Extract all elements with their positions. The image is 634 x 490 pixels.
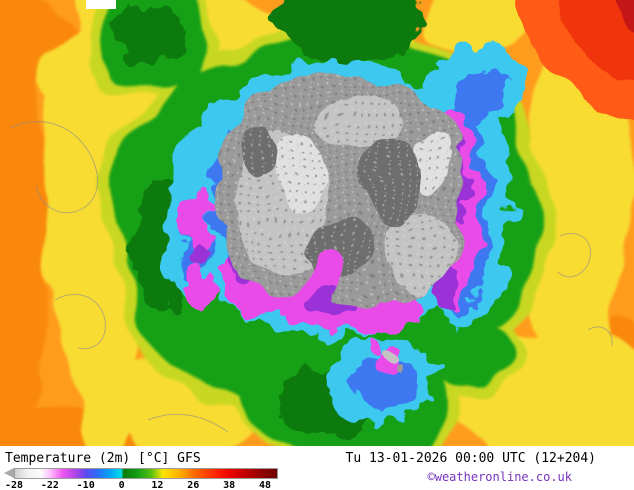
legend-label: 38 xyxy=(223,480,236,490)
legend-label: 0 xyxy=(118,480,125,490)
legend-label: -10 xyxy=(76,480,95,490)
temp-band-hot-red xyxy=(515,0,634,123)
map-title: Temperature (2m) [°C] GFS xyxy=(5,451,201,466)
valid-time: Tu 13-01-2026 00:00 UTC (12+204) xyxy=(345,451,596,466)
legend-label: -28 xyxy=(4,480,24,490)
white-patch xyxy=(86,0,116,9)
temperature-legend: -28 -22 -10 0 12 26 38 48 xyxy=(4,468,280,490)
temperature-map xyxy=(0,0,634,446)
legend-arrow-icon xyxy=(4,468,14,478)
footer-bar: Temperature (2m) [°C] GFS -28 -22 -10 0 … xyxy=(0,446,634,490)
legend-color-bar xyxy=(14,468,278,479)
legend-label: 12 xyxy=(151,480,164,490)
legend-label: -22 xyxy=(40,480,59,490)
temp-band-arctic-gray xyxy=(215,71,466,374)
coastlines xyxy=(9,121,613,433)
copyright-text: ©weatheronline.co.uk xyxy=(427,470,573,484)
legend-label: 48 xyxy=(258,480,272,490)
legend-label: 26 xyxy=(187,480,200,490)
